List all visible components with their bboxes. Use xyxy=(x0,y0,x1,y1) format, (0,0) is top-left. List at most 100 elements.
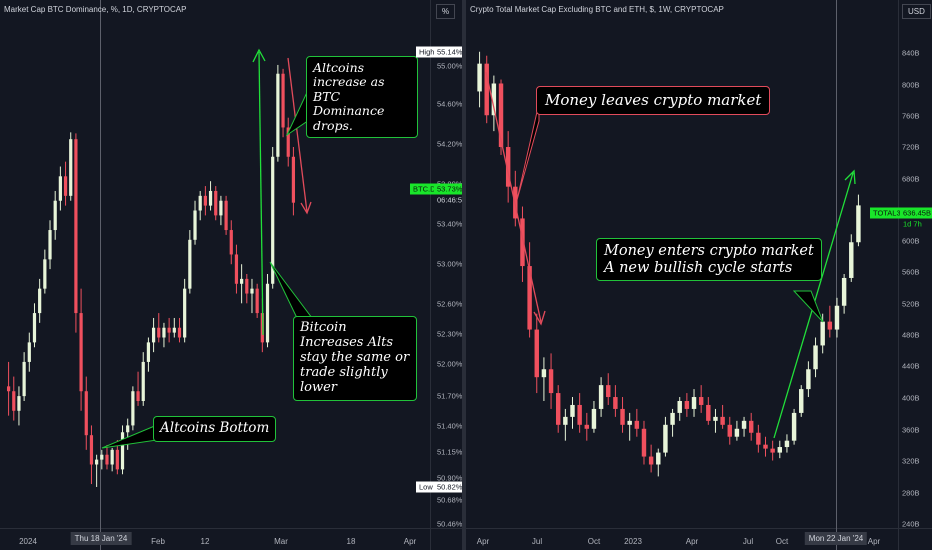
price-axis-tick-label: 53.00% xyxy=(437,259,462,269)
candle-body xyxy=(591,408,597,429)
unit-box[interactable]: USD xyxy=(902,4,931,19)
total3-chart-pane[interactable]: Crypto Total Market Cap Excluding BTC an… xyxy=(466,0,932,550)
candle-body xyxy=(527,266,532,330)
candle-body xyxy=(183,288,187,338)
callout-bitcoin-increases: Bitcoin Increases Alts stay the same or … xyxy=(293,316,417,401)
candle-body xyxy=(12,391,16,411)
price-axis-tick-label: 760B xyxy=(902,111,920,121)
time-axis-crosshair-label: Thu 18 Jan '24 xyxy=(70,532,132,545)
candle-body xyxy=(69,139,73,196)
callout-altcoins-bottom: Altcoins Bottom xyxy=(153,416,277,442)
candle-body xyxy=(214,190,218,216)
price-axis-tick-label: 280B xyxy=(902,488,920,498)
callout-altcoins-increase: Altcoins increase as BTC Dominance drops… xyxy=(306,56,418,138)
candle-body xyxy=(577,404,582,425)
candle-body xyxy=(563,416,568,425)
unit-box[interactable]: % xyxy=(436,4,456,19)
candle-body xyxy=(849,242,854,278)
candle-body xyxy=(684,401,690,409)
callout-money-enters-line1: Money enters crypto market xyxy=(604,243,814,259)
countdown-tag: 06:46:56 xyxy=(434,194,462,206)
candle-body xyxy=(663,424,668,453)
candle-body xyxy=(22,361,26,397)
candle-body xyxy=(498,83,504,147)
candle-body xyxy=(58,176,62,201)
callout-money-enters: Money enters crypto market A new bullish… xyxy=(596,238,822,282)
candle-body xyxy=(598,385,604,409)
callout-money-leaves: Money leaves crypto market xyxy=(536,86,771,116)
chart-title: Crypto Total Market Cap Excluding BTC an… xyxy=(470,5,724,14)
candle-body xyxy=(281,73,285,128)
price-axis-tick-label: 51.70% xyxy=(437,391,462,401)
bearish-trend-arrow xyxy=(485,71,542,323)
price-axis-tick-label: 680B xyxy=(902,174,920,184)
candle-body xyxy=(162,327,166,338)
candle-body xyxy=(756,432,761,445)
candle-body xyxy=(126,425,130,433)
candle-body xyxy=(95,459,99,465)
time-axis-tick-label: Feb xyxy=(151,537,165,546)
candle-body xyxy=(691,397,697,409)
time-axis-tick-label: Oct xyxy=(587,537,601,546)
candle-body xyxy=(620,408,625,425)
candle-body xyxy=(188,239,192,289)
btc-dominance-candles xyxy=(6,64,296,487)
candle-body xyxy=(146,342,151,362)
pane-separator[interactable] xyxy=(462,0,466,550)
candle-body xyxy=(570,404,575,417)
chart-title: Market Cap BTC Dominance, %, 1D, CRYPTOC… xyxy=(4,5,187,14)
candle-body xyxy=(763,444,768,449)
candle-body xyxy=(177,327,182,338)
candle-body xyxy=(520,218,525,267)
candle-body xyxy=(17,396,21,411)
price-axis-tick-label: 54.60% xyxy=(437,99,462,109)
candle-body xyxy=(484,63,489,116)
candle-body xyxy=(53,200,57,231)
candle-body xyxy=(791,412,797,441)
price-axis-tick-label: 50.68% xyxy=(437,495,462,505)
candle-body xyxy=(43,259,47,289)
symbol-tag: TOTAL3 xyxy=(870,207,904,219)
candle-body xyxy=(79,313,83,392)
price-axis-tick-label: 360B xyxy=(902,425,920,435)
crosshair-vertical-line xyxy=(100,0,101,550)
last-price-tag: 53.73% xyxy=(434,183,462,195)
candle-body xyxy=(6,386,11,392)
candle-body xyxy=(799,389,804,413)
annotation-arrows-right xyxy=(485,71,856,439)
candle-body xyxy=(245,278,249,294)
candle-body xyxy=(219,200,223,216)
candle-body xyxy=(491,83,497,116)
price-axis-divider xyxy=(430,0,431,550)
price-axis-tick-label: 320B xyxy=(902,456,920,466)
candle-body xyxy=(734,428,740,437)
candle-body xyxy=(648,456,654,465)
bullish-arrow-head xyxy=(844,169,856,185)
time-axis-tick-label: Mar xyxy=(274,537,288,546)
price-axis-tick-label: 720B xyxy=(902,142,920,152)
btc-dominance-chart-pane[interactable]: Market Cap BTC Dominance, %, 1D, CRYPTOC… xyxy=(0,0,462,550)
time-axis-tick-label: Apr xyxy=(685,537,699,546)
time-axis-tick-label: Apr xyxy=(867,537,881,546)
candle-body xyxy=(541,369,547,378)
callout-pointer-bitcoin-increases xyxy=(269,261,313,319)
candle-body xyxy=(584,424,590,429)
candle-body xyxy=(555,393,561,425)
candle-body xyxy=(265,283,270,343)
time-axis-tick-label: Oct xyxy=(775,537,789,546)
candle-body xyxy=(806,369,811,390)
candle-body xyxy=(27,342,31,362)
candle-body xyxy=(250,288,254,294)
candle-body xyxy=(670,412,675,425)
low-label: Low xyxy=(416,481,436,493)
price-axis-tick-label: 50.90% xyxy=(437,473,462,483)
candle-body xyxy=(698,397,704,405)
time-axis-tick-label: 2024 xyxy=(19,537,37,546)
candle-body xyxy=(770,448,775,453)
candle-body xyxy=(193,210,197,240)
candle-body xyxy=(727,424,732,437)
candle-body xyxy=(120,432,125,470)
candle-body xyxy=(100,454,104,460)
price-axis-tick-label: 51.15% xyxy=(437,447,462,457)
candle-body xyxy=(198,195,202,211)
